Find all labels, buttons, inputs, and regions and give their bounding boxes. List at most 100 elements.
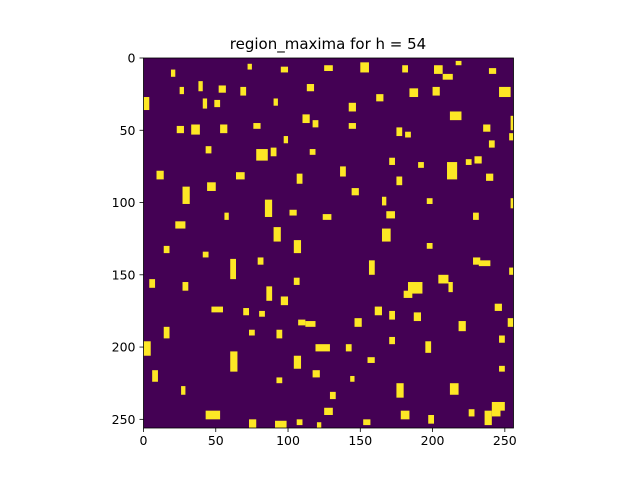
region-maximum [438, 274, 449, 284]
region-maximum [143, 97, 150, 111]
region-maximum [205, 410, 221, 420]
region-maximum [409, 88, 419, 98]
region-maximum [202, 98, 208, 109]
region-maximum [497, 401, 505, 411]
region-maximum [312, 120, 319, 128]
region-maximum [163, 326, 170, 339]
region-maximum [434, 65, 443, 74]
region-maximum [280, 66, 289, 73]
region-maximum [499, 335, 505, 343]
chart-title: region_maxima for h = 54 [230, 35, 426, 54]
region-maximum [376, 94, 384, 102]
region-maximum [224, 212, 229, 220]
region-maximum [149, 279, 156, 288]
region-maximum [275, 420, 287, 428]
region-maximum [280, 296, 289, 306]
region-maximum [425, 341, 432, 353]
region-maximum [381, 196, 387, 206]
region-maximum [432, 86, 440, 96]
region-maximum [270, 147, 277, 157]
region-maximum [360, 62, 369, 73]
region-maximum [249, 419, 257, 428]
region-maxima-layer [143, 60, 514, 428]
region-maximum [293, 355, 302, 369]
region-maximum [448, 282, 453, 293]
region-maximum [400, 410, 410, 420]
region-maximum [396, 176, 403, 186]
region-maximum [315, 344, 330, 352]
region-maximum [389, 310, 395, 320]
region-maximum [509, 133, 514, 141]
region-maximum [316, 422, 322, 428]
region-maximum [298, 319, 306, 326]
region-maximum [182, 282, 189, 291]
region-maximum [403, 290, 413, 298]
x-tick-label: 150 [348, 433, 372, 448]
y-tick-label: 250 [112, 412, 136, 427]
region-maximum [348, 102, 356, 112]
region-maximum [143, 341, 151, 356]
region-maximum [348, 123, 356, 129]
region-maximum [473, 212, 479, 220]
region-maximum [374, 306, 382, 316]
x-tick-label: 50 [208, 433, 224, 448]
region-maximum [230, 258, 236, 280]
region-maximum [473, 257, 481, 265]
region-maximum [175, 221, 186, 229]
region-maximum [306, 84, 315, 92]
region-maximum [474, 156, 482, 164]
region-maximum [296, 173, 303, 184]
region-maximum [340, 166, 346, 177]
region-maximum [468, 409, 475, 417]
region-maximum [507, 318, 514, 327]
region-maximum [182, 186, 190, 204]
region-maximum [191, 124, 200, 135]
region-maximum [220, 124, 228, 134]
region-maximum [305, 321, 316, 327]
region-maximum [510, 115, 514, 131]
region-maximum [309, 149, 316, 155]
region-maximum [198, 81, 203, 92]
region-maximum [367, 357, 375, 363]
region-maximum [449, 111, 462, 121]
region-maximum [381, 228, 391, 242]
region-maximum [202, 251, 209, 258]
region-maximum [386, 211, 395, 219]
region-maximum [256, 149, 268, 161]
region-maximum [484, 410, 492, 426]
region-maximum [407, 282, 423, 294]
axes: 0 50 100 150 200 250 0 50 100 150 200 250 [112, 51, 517, 449]
region-maximum [418, 162, 424, 168]
region-maximum [205, 146, 212, 154]
region-maximum [152, 370, 158, 382]
region-maximum [273, 98, 278, 106]
region-maximum [449, 383, 459, 395]
region-maximum [302, 114, 310, 124]
region-maximum [214, 99, 221, 108]
region-maximum [240, 86, 247, 96]
region-maximum [257, 257, 264, 265]
region-maximum [329, 391, 336, 400]
region-maximum [389, 157, 395, 165]
region-maximum [402, 65, 408, 73]
region-maximum [296, 419, 303, 426]
region-maximum [396, 383, 404, 398]
region-maximum [486, 173, 494, 181]
region-maximum [509, 267, 514, 275]
region-maximum [253, 123, 261, 129]
region-maximum [207, 182, 216, 191]
y-tick-label: 100 [112, 195, 136, 210]
region-maximum [488, 140, 495, 148]
region-maximum [243, 308, 250, 316]
region-maximum [413, 312, 421, 322]
region-maximum [478, 260, 491, 267]
region-maximum [389, 336, 395, 345]
region-maximum [488, 68, 497, 74]
region-maximum [266, 286, 273, 301]
region-maximum [276, 329, 283, 339]
region-maximum [363, 419, 371, 426]
region-maximum [218, 85, 226, 93]
region-maximum [289, 209, 297, 216]
region-maximum [483, 124, 491, 132]
